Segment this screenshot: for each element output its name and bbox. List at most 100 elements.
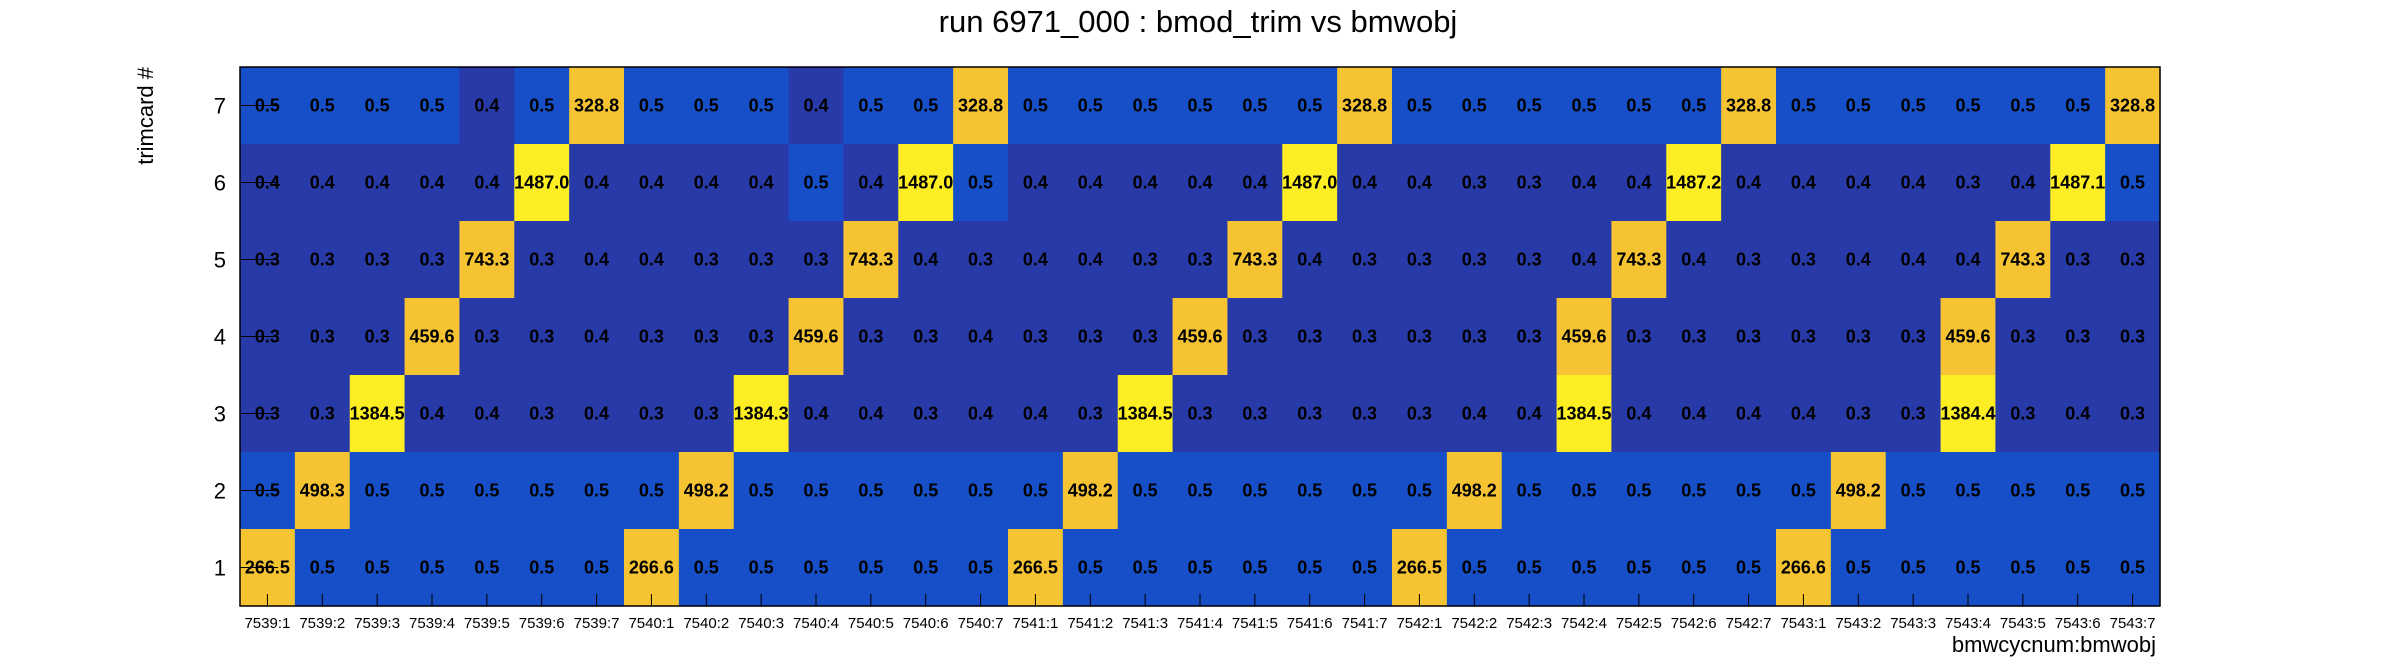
heatmap-cell (1995, 452, 2051, 530)
x-tick-label: 7541:7 (1342, 615, 1388, 632)
heatmap-cell-label: 459.6 (1177, 327, 1222, 347)
x-tick-label: 7540:5 (848, 615, 894, 632)
heatmap-cell-label: 0.5 (419, 96, 444, 116)
heatmap-cell (404, 452, 461, 530)
x-tick-label: 7540:3 (738, 615, 784, 632)
heatmap-cell-label: 0.5 (913, 558, 938, 578)
heatmap-cell (1008, 221, 1064, 299)
heatmap-cell (898, 144, 954, 222)
heatmap-cell (2105, 529, 2161, 607)
heatmap-cell (514, 452, 570, 530)
heatmap-cell-label: 0.5 (2065, 96, 2090, 116)
heatmap-cell-label: 0.4 (1242, 173, 1267, 193)
heatmap-cell-label: 0.5 (1736, 558, 1761, 578)
heatmap-cell (294, 298, 351, 376)
heatmap-cell-label: 1384.5 (350, 404, 405, 424)
heatmap-cell-label: 0.3 (2010, 327, 2035, 347)
heatmap-cell (624, 529, 680, 607)
heatmap-cell-label: 0.3 (1023, 327, 1048, 347)
heatmap-cell (1995, 221, 2051, 299)
heatmap-cell (733, 298, 790, 376)
heatmap-cell (1830, 375, 1887, 453)
heatmap-cell (569, 144, 625, 222)
heatmap-cell-label: 0.3 (968, 250, 993, 270)
heatmap-cell (1062, 298, 1119, 376)
heatmap-cell (349, 67, 406, 145)
heatmap-cell (514, 144, 570, 222)
heatmap-cell (1392, 221, 1448, 299)
heatmap-cell-label: 498.2 (1452, 481, 1497, 501)
heatmap-cell (1885, 298, 1942, 376)
heatmap-cell-label: 0.3 (310, 250, 335, 270)
heatmap-cell (459, 375, 515, 453)
heatmap-cell-label: 0.4 (803, 404, 828, 424)
heatmap-cell (733, 67, 790, 145)
heatmap-cell-label: 0.3 (310, 327, 335, 347)
heatmap-cell-label: 0.5 (365, 96, 390, 116)
heatmap-cell (1337, 144, 1393, 222)
heatmap-cell-label: 0.4 (419, 173, 444, 193)
x-tick-label: 7539:2 (299, 615, 345, 632)
heatmap-cell (1117, 221, 1174, 299)
heatmap-cell-label: 743.3 (848, 250, 893, 270)
heatmap-cell (2050, 298, 2106, 376)
heatmap-cell (624, 452, 680, 530)
y-tick-label: 7 (214, 94, 226, 119)
x-tick-label: 7543:1 (1780, 615, 1826, 632)
x-tick-label: 7543:7 (2110, 615, 2156, 632)
heatmap-cell-label: 0.5 (1242, 558, 1267, 578)
heatmap-cell (1062, 375, 1119, 453)
heatmap-cell (1611, 452, 1667, 530)
heatmap-cell (2050, 529, 2106, 607)
heatmap-cell (678, 221, 735, 299)
heatmap-cell (1611, 144, 1667, 222)
heatmap-cell (953, 144, 1009, 222)
heatmap-cell (1556, 67, 1613, 145)
heatmap-cell-label: 1384.4 (1940, 404, 1995, 424)
x-tick-label: 7539:3 (354, 615, 400, 632)
heatmap-cell-label: 0.5 (1133, 558, 1158, 578)
heatmap-cell-label: 266.6 (629, 558, 674, 578)
heatmap-cell-label: 0.5 (1242, 96, 1267, 116)
heatmap-cell (1117, 67, 1174, 145)
heatmap-cell (1940, 221, 1997, 299)
heatmap-cell (1940, 144, 1997, 222)
heatmap-cell-label: 0.4 (1407, 173, 1432, 193)
heatmap-cell-label: 743.3 (1232, 250, 1277, 270)
y-tick-label: 6 (214, 171, 226, 196)
heatmap-cell (624, 375, 680, 453)
heatmap-cell (1995, 298, 2051, 376)
heatmap-cell (349, 452, 406, 530)
heatmap-cell-label: 266.5 (1397, 558, 1442, 578)
heatmap-cell (1392, 452, 1448, 530)
heatmap-cell (1008, 452, 1064, 530)
heatmap-cell-label: 0.4 (584, 327, 609, 347)
heatmap-cell-label: 0.5 (584, 558, 609, 578)
heatmap-cell (294, 375, 351, 453)
heatmap-cell (733, 452, 790, 530)
heatmap-cell (898, 298, 954, 376)
heatmap-cell-label: 328.8 (1726, 96, 1771, 116)
heatmap-cell-label: 0.4 (1846, 250, 1871, 270)
heatmap-cell-label: 0.5 (803, 173, 828, 193)
heatmap-cell (1008, 375, 1064, 453)
heatmap-cell-label: 0.4 (1681, 404, 1706, 424)
heatmap-cell-label: 0.4 (474, 173, 499, 193)
heatmap-cell (404, 375, 461, 453)
heatmap-cell-label: 0.5 (1626, 96, 1651, 116)
heatmap-cell (2105, 221, 2161, 299)
heatmap-cell-label: 0.3 (2120, 327, 2145, 347)
heatmap-cell-label: 0.5 (1407, 481, 1432, 501)
y-axis-ticks: 7 6 5 4 3 2 1 (214, 94, 278, 581)
heatmap-cell (1172, 375, 1229, 453)
heatmap-cell (788, 298, 845, 376)
heatmap-cell-label: 0.3 (913, 404, 938, 424)
heatmap-cell (1172, 67, 1229, 145)
heatmap-cell (1666, 529, 1722, 607)
heatmap-cell (1995, 375, 2051, 453)
heatmap-cell-label: 0.5 (1791, 96, 1816, 116)
heatmap-cell (1008, 144, 1064, 222)
heatmap-cell (1008, 67, 1064, 145)
heatmap-cell-label: 0.5 (803, 558, 828, 578)
heatmap-cell-label: 0.4 (968, 404, 993, 424)
